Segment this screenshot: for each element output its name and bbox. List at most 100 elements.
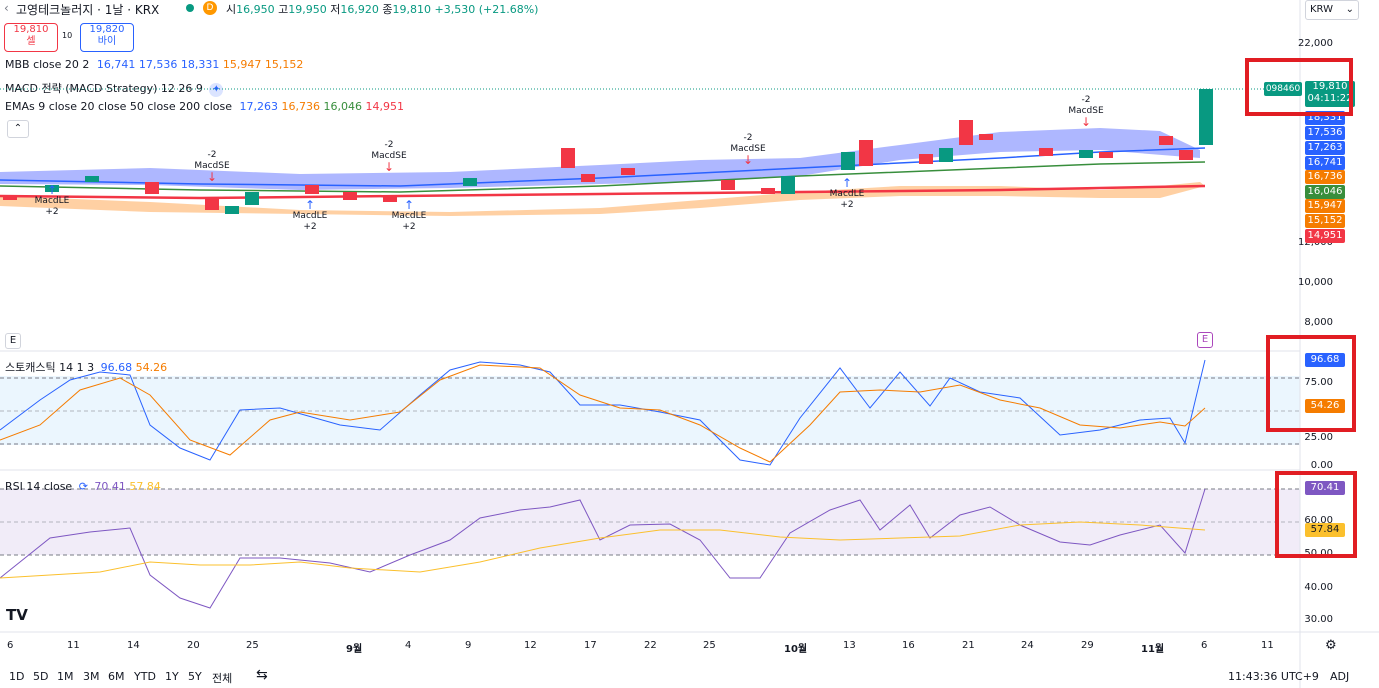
close-label: 종 bbox=[382, 3, 393, 16]
time-axis-label: 24 bbox=[1021, 640, 1034, 651]
rsi-scale-label: 50.00 bbox=[1304, 548, 1333, 559]
strategy-signal[interactable]: -2 MacdSE ↓ bbox=[1061, 95, 1111, 128]
rsi-scale-label: 30.00 bbox=[1304, 614, 1333, 625]
stoch-k-tag: 96.68 bbox=[1305, 353, 1345, 367]
candle bbox=[761, 188, 775, 194]
candle bbox=[1039, 148, 1053, 156]
price-scale-label: 8,000 bbox=[1304, 317, 1333, 328]
time-axis-label: 6 bbox=[7, 640, 14, 651]
rsi-legend[interactable]: RSI 14 close ⟳ 70.41 57.84 bbox=[5, 480, 161, 493]
clock-readout[interactable]: 11:43:36 UTC+9 bbox=[1228, 670, 1319, 683]
ohlc-readout: 시16,950 고19,950 저16,920 종19,810 +3,530 (… bbox=[226, 1, 538, 17]
stoch-name: 스토캐스틱 14 1 3 bbox=[5, 361, 95, 374]
range-button[interactable]: 6M bbox=[108, 670, 125, 683]
ema-legend[interactable]: EMAs 9 close 20 close 50 close 200 close… bbox=[5, 100, 404, 113]
arrow-up-icon: ↑ bbox=[403, 198, 415, 212]
refresh-icon[interactable]: ⟳ bbox=[78, 480, 88, 493]
buy-button[interactable]: 19,820 바이 bbox=[80, 23, 134, 52]
range-button[interactable]: 5Y bbox=[188, 670, 202, 683]
chevron-left-icon[interactable]: ‹ bbox=[4, 1, 9, 15]
time-axis-label: 17 bbox=[584, 640, 597, 651]
price-scale-tag: 16,741 bbox=[1305, 156, 1345, 170]
candle bbox=[1079, 150, 1093, 158]
rsi-value: 70.41 bbox=[94, 480, 126, 493]
candle bbox=[225, 206, 239, 214]
strategy-signal[interactable]: ↑ MacdLE +2 bbox=[384, 198, 434, 233]
mbb-legend[interactable]: MBB close 20 2 16,741 17,536 18,331 15,9… bbox=[5, 58, 303, 71]
last-price-value: 19,810 bbox=[1312, 81, 1348, 92]
candle bbox=[859, 140, 873, 166]
range-button[interactable]: 1Y bbox=[165, 670, 179, 683]
rsi-ma-line bbox=[0, 521, 1206, 579]
bottom-toolbar: 1D 5D 1M 3M 6M YTD 1Y 5Y 전체 ⇆ 11:43:36 UTC+9 ADJ bbox=[0, 664, 1379, 688]
signal-type: MacdLE bbox=[829, 189, 865, 199]
range-button[interactable]: 1M bbox=[57, 670, 74, 683]
d-badge: D bbox=[203, 1, 217, 15]
currency-select[interactable]: KRW ⌄ bbox=[1305, 0, 1359, 20]
time-axis-label: 20 bbox=[187, 640, 200, 651]
time-axis-label: 9월 bbox=[346, 644, 363, 655]
signal-qty: -2 bbox=[743, 133, 753, 143]
signal-type: MacdSE bbox=[730, 144, 766, 154]
symbol-title[interactable]: 고영테크놀러지 · 1날 · KRX bbox=[16, 3, 160, 17]
signal-type: MacdSE bbox=[1068, 106, 1104, 116]
candle bbox=[781, 176, 795, 194]
ema50-value: 16,046 bbox=[323, 100, 363, 113]
earnings-e-icon[interactable]: E bbox=[5, 333, 21, 349]
price-scale-tag: 17,536 bbox=[1305, 126, 1345, 140]
strategy-signal[interactable]: ↑ MacdLE +2 bbox=[822, 176, 872, 211]
range-button[interactable]: 전체 bbox=[212, 672, 233, 685]
signal-qty: +2 bbox=[840, 200, 854, 210]
candle bbox=[721, 180, 735, 190]
candle bbox=[1199, 89, 1213, 145]
candle bbox=[145, 182, 159, 194]
candle bbox=[1159, 136, 1173, 145]
chevron-up-icon[interactable]: ⌃ bbox=[7, 120, 29, 138]
strategy-signal[interactable]: ↑ MacdLE +2 bbox=[285, 199, 335, 233]
rsi-value-tag: 70.41 bbox=[1305, 481, 1345, 495]
time-axis-label: 14 bbox=[127, 640, 140, 651]
low-label: 저 bbox=[330, 3, 341, 16]
time-axis-label: 22 bbox=[644, 640, 657, 651]
change-value: +3,530 (+21.68%) bbox=[434, 3, 539, 16]
stoch-k-value: 96.68 bbox=[100, 361, 133, 374]
arrow-up-icon: ↑ bbox=[841, 176, 853, 190]
signal-type: MacdLE bbox=[34, 196, 70, 206]
highlight-box bbox=[1266, 335, 1356, 432]
range-button[interactable]: 1D bbox=[9, 670, 25, 683]
open-value: 16,950 bbox=[236, 3, 275, 16]
range-button[interactable]: 3M bbox=[83, 670, 100, 683]
time-axis-label: 11월 bbox=[1141, 644, 1165, 655]
gear-icon[interactable]: ⚙ bbox=[1325, 638, 1337, 653]
candle bbox=[1099, 152, 1113, 158]
rsi-name: RSI 14 close bbox=[5, 480, 73, 493]
ema20-value: 16,736 bbox=[281, 100, 321, 113]
signal-qty: +2 bbox=[45, 207, 59, 217]
strategy-signal[interactable]: ↑ MacdLE +2 bbox=[27, 184, 77, 218]
mbb-basis-value: 16,741 bbox=[96, 58, 136, 71]
strategy-signal[interactable]: -2 MacdSE ↓ bbox=[723, 133, 773, 166]
last-price-tag: 19,810 04:11:22 bbox=[1305, 81, 1355, 107]
high-label: 고 bbox=[278, 3, 289, 16]
sell-button[interactable]: 19,810 셀 bbox=[4, 23, 58, 52]
rsi-band-bg bbox=[0, 489, 1300, 555]
stoch-legend[interactable]: 스토캐스틱 14 1 3 96.68 54.26 bbox=[5, 359, 167, 375]
market-status-dot bbox=[186, 4, 194, 12]
rsi-ma-tag: 57.84 bbox=[1305, 523, 1345, 537]
candle bbox=[919, 154, 933, 164]
earnings-marker[interactable]: E bbox=[1197, 332, 1213, 348]
sell-label: 셀 bbox=[26, 36, 36, 47]
time-axis-label: 12 bbox=[524, 640, 537, 651]
range-button[interactable]: 5D bbox=[33, 670, 49, 683]
rsi-scale-label: 40.00 bbox=[1304, 582, 1333, 593]
buy-label: 바이 bbox=[97, 36, 117, 47]
signal-qty: +2 bbox=[402, 222, 416, 232]
strategy-signal[interactable]: -2 MacdSE ↓ bbox=[364, 140, 414, 173]
tradingview-logo[interactable]: TV bbox=[6, 606, 28, 624]
range-button[interactable]: YTD bbox=[134, 670, 156, 683]
strategy-signal[interactable]: -2 MacdSE ↓ bbox=[187, 150, 237, 183]
calendar-goto-icon[interactable]: ⇆ bbox=[256, 667, 268, 683]
adj-toggle[interactable]: ADJ bbox=[1330, 670, 1350, 683]
arrow-down-icon: ↓ bbox=[1080, 115, 1092, 129]
